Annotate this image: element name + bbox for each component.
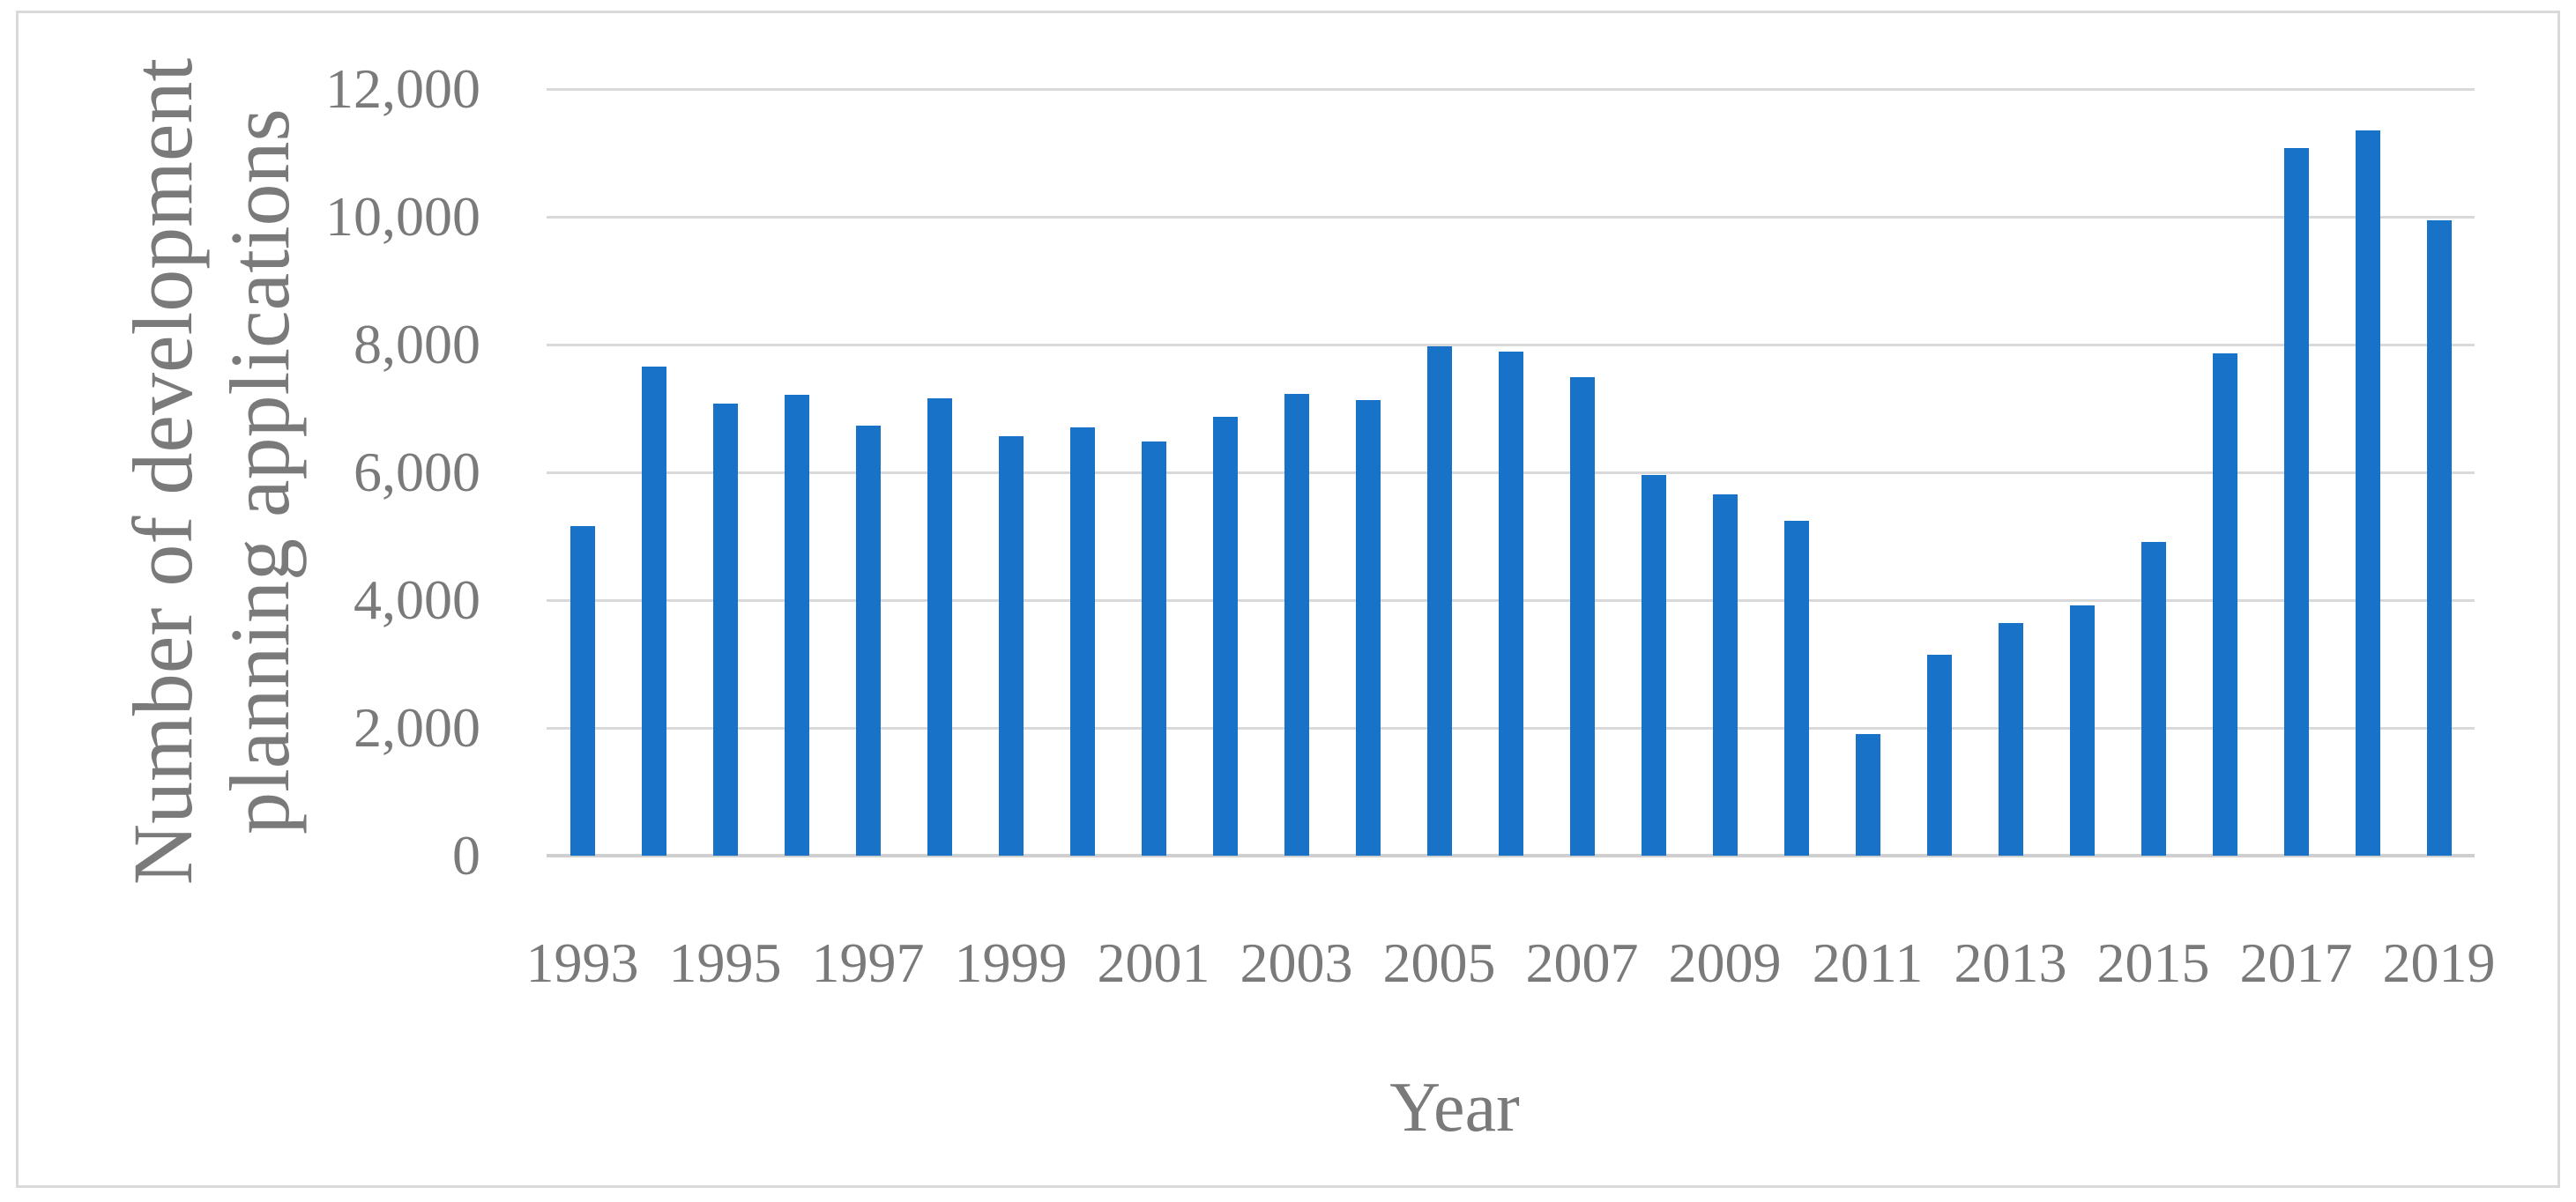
x-tick-label-2007: 2007 xyxy=(1525,931,1639,994)
gridline-10000 xyxy=(547,215,2475,219)
x-tick-label-2017: 2017 xyxy=(2239,931,2353,994)
x-axis-baseline xyxy=(547,854,2475,857)
bar-2011 xyxy=(1855,734,1880,856)
bar-1995 xyxy=(712,403,738,856)
bar-2002 xyxy=(1212,416,1238,856)
x-tick-label-1995: 1995 xyxy=(668,931,782,994)
bar-2004 xyxy=(1355,400,1381,856)
bar-2018 xyxy=(2355,130,2380,856)
y-tick-label-0: 0 xyxy=(452,824,480,887)
y-tick-label-6000: 6,000 xyxy=(354,441,480,503)
bar-2013 xyxy=(1998,623,2023,856)
bar-1999 xyxy=(998,436,1024,856)
x-tick-label-2015: 2015 xyxy=(2096,931,2210,994)
x-tick-label-1993: 1993 xyxy=(525,931,639,994)
bar-1998 xyxy=(927,397,952,856)
bar-1996 xyxy=(784,395,809,856)
bar-2015 xyxy=(2140,542,2166,856)
x-axis-title: Year xyxy=(1389,1069,1520,1146)
x-tick-label-2001: 2001 xyxy=(1097,931,1210,994)
bar-2001 xyxy=(1141,441,1166,856)
gridline-8000 xyxy=(547,343,2475,346)
y-tick-label-4000: 4,000 xyxy=(354,568,480,631)
bar-2019 xyxy=(2426,220,2452,856)
bar-2000 xyxy=(1069,427,1095,856)
bar-2005 xyxy=(1426,346,1452,856)
y-tick-label-12000: 12,000 xyxy=(325,57,480,120)
bar-2009 xyxy=(1712,494,1738,856)
bar-2007 xyxy=(1569,376,1595,856)
y-tick-label-10000: 10,000 xyxy=(325,185,480,248)
bar-2006 xyxy=(1498,351,1523,856)
bar-1994 xyxy=(641,367,666,856)
bar-2010 xyxy=(1783,521,1809,856)
bar-2014 xyxy=(2069,605,2095,856)
gridline-12000 xyxy=(547,87,2475,91)
bar-2012 xyxy=(1926,655,1952,856)
y-tick-label-2000: 2,000 xyxy=(354,696,480,759)
bar-2017 xyxy=(2283,148,2309,856)
y-axis-title-line1: Number of development xyxy=(115,57,210,886)
x-tick-label-2003: 2003 xyxy=(1240,931,1353,994)
x-tick-label-1999: 1999 xyxy=(954,931,1068,994)
bar-2016 xyxy=(2212,353,2237,856)
x-tick-label-2009: 2009 xyxy=(1668,931,1782,994)
bar-2003 xyxy=(1284,393,1309,856)
bar-2008 xyxy=(1641,474,1666,856)
x-tick-label-2005: 2005 xyxy=(1382,931,1496,994)
x-tick-label-1997: 1997 xyxy=(811,931,925,994)
x-tick-label-2013: 2013 xyxy=(1954,931,2067,994)
x-tick-label-2011: 2011 xyxy=(1812,931,1924,994)
y-tick-label-8000: 8,000 xyxy=(354,313,480,375)
x-tick-label-2019: 2019 xyxy=(2382,931,2496,994)
bar-1993 xyxy=(570,525,595,856)
bar-1997 xyxy=(855,426,881,856)
